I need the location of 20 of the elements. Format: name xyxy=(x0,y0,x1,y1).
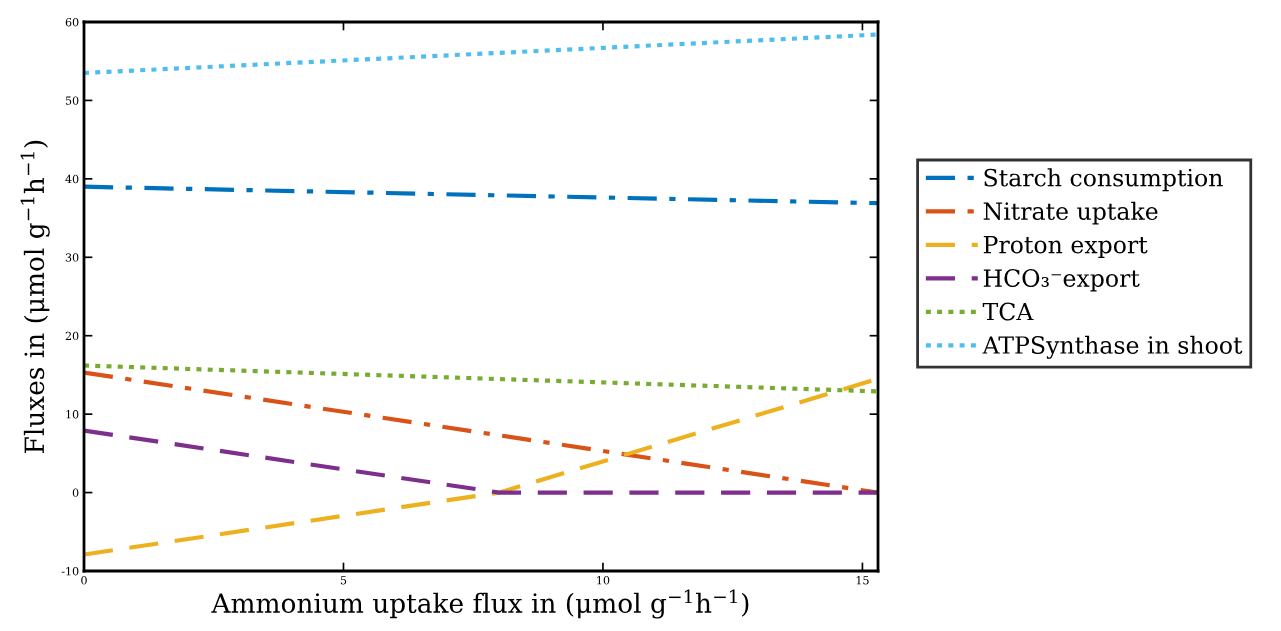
y-tick-label: 20 xyxy=(65,331,79,341)
y-tick-label: 50 xyxy=(65,96,79,105)
legend-label: Nitrate uptake xyxy=(983,201,1158,225)
y-tick-label: 0 xyxy=(72,488,79,497)
legend-label: TCA xyxy=(982,302,1034,321)
y-axis-title: Fluxes in (μmol g$^{−1}$h$^{−1}$) xyxy=(20,140,50,453)
x-axis-title: Ammonium uptake flux in (μmol g$^{−1}$h$^{−1}$) xyxy=(211,589,749,619)
legend-label: Proton export xyxy=(983,235,1148,259)
y-tick-label: 30 xyxy=(65,253,79,262)
x-tick-label: 5 xyxy=(340,576,347,585)
y-tick-label: 60 xyxy=(65,17,79,27)
y-tick-label: -10 xyxy=(61,566,79,576)
legend-label: Starch consumption xyxy=(984,168,1223,192)
legend-label: ATPSynthase in shoot xyxy=(982,335,1243,359)
legend-label: HCO₃⁻export xyxy=(983,269,1140,292)
y-tick-label: 40 xyxy=(65,174,79,184)
x-tick-label: 15 xyxy=(856,576,869,585)
x-tick-label: 10 xyxy=(597,576,610,585)
y-tick-label: 10 xyxy=(66,410,79,419)
x-tick-label: 0 xyxy=(81,576,87,585)
